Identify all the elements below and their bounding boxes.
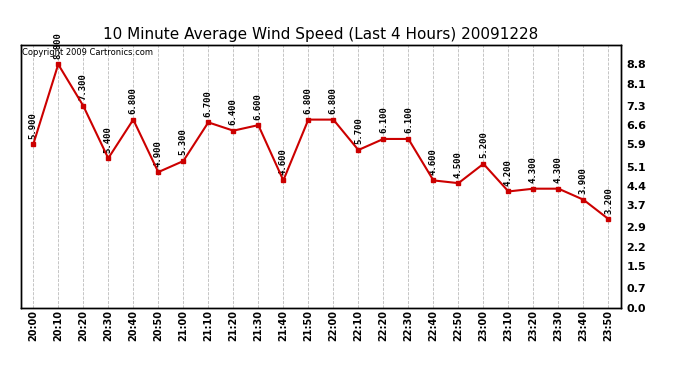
- Text: 6.800: 6.800: [304, 87, 313, 114]
- Text: 3.900: 3.900: [579, 167, 588, 194]
- Text: 3.200: 3.200: [604, 187, 613, 213]
- Text: 4.200: 4.200: [504, 159, 513, 186]
- Text: 6.400: 6.400: [229, 98, 238, 125]
- Text: 4.500: 4.500: [454, 151, 463, 178]
- Text: 6.100: 6.100: [404, 106, 413, 134]
- Text: 5.400: 5.400: [104, 126, 112, 153]
- Text: 6.100: 6.100: [379, 106, 388, 134]
- Text: 6.700: 6.700: [204, 90, 213, 117]
- Text: 4.300: 4.300: [529, 156, 538, 183]
- Text: 5.200: 5.200: [479, 131, 488, 158]
- Text: 7.300: 7.300: [79, 74, 88, 100]
- Text: 4.600: 4.600: [429, 148, 438, 175]
- Text: 6.800: 6.800: [129, 87, 138, 114]
- Text: 6.800: 6.800: [329, 87, 338, 114]
- Text: 5.300: 5.300: [179, 129, 188, 156]
- Text: 8.800: 8.800: [54, 32, 63, 59]
- Text: 4.600: 4.600: [279, 148, 288, 175]
- Text: Copyright 2009 Cartronics.com: Copyright 2009 Cartronics.com: [22, 48, 153, 57]
- Title: 10 Minute Average Wind Speed (Last 4 Hours) 20091228: 10 Minute Average Wind Speed (Last 4 Hou…: [104, 27, 538, 42]
- Text: 5.700: 5.700: [354, 118, 363, 144]
- Text: 6.600: 6.600: [254, 93, 263, 120]
- Text: 4.900: 4.900: [154, 140, 163, 166]
- Text: 4.300: 4.300: [554, 156, 563, 183]
- Text: 5.900: 5.900: [29, 112, 38, 139]
